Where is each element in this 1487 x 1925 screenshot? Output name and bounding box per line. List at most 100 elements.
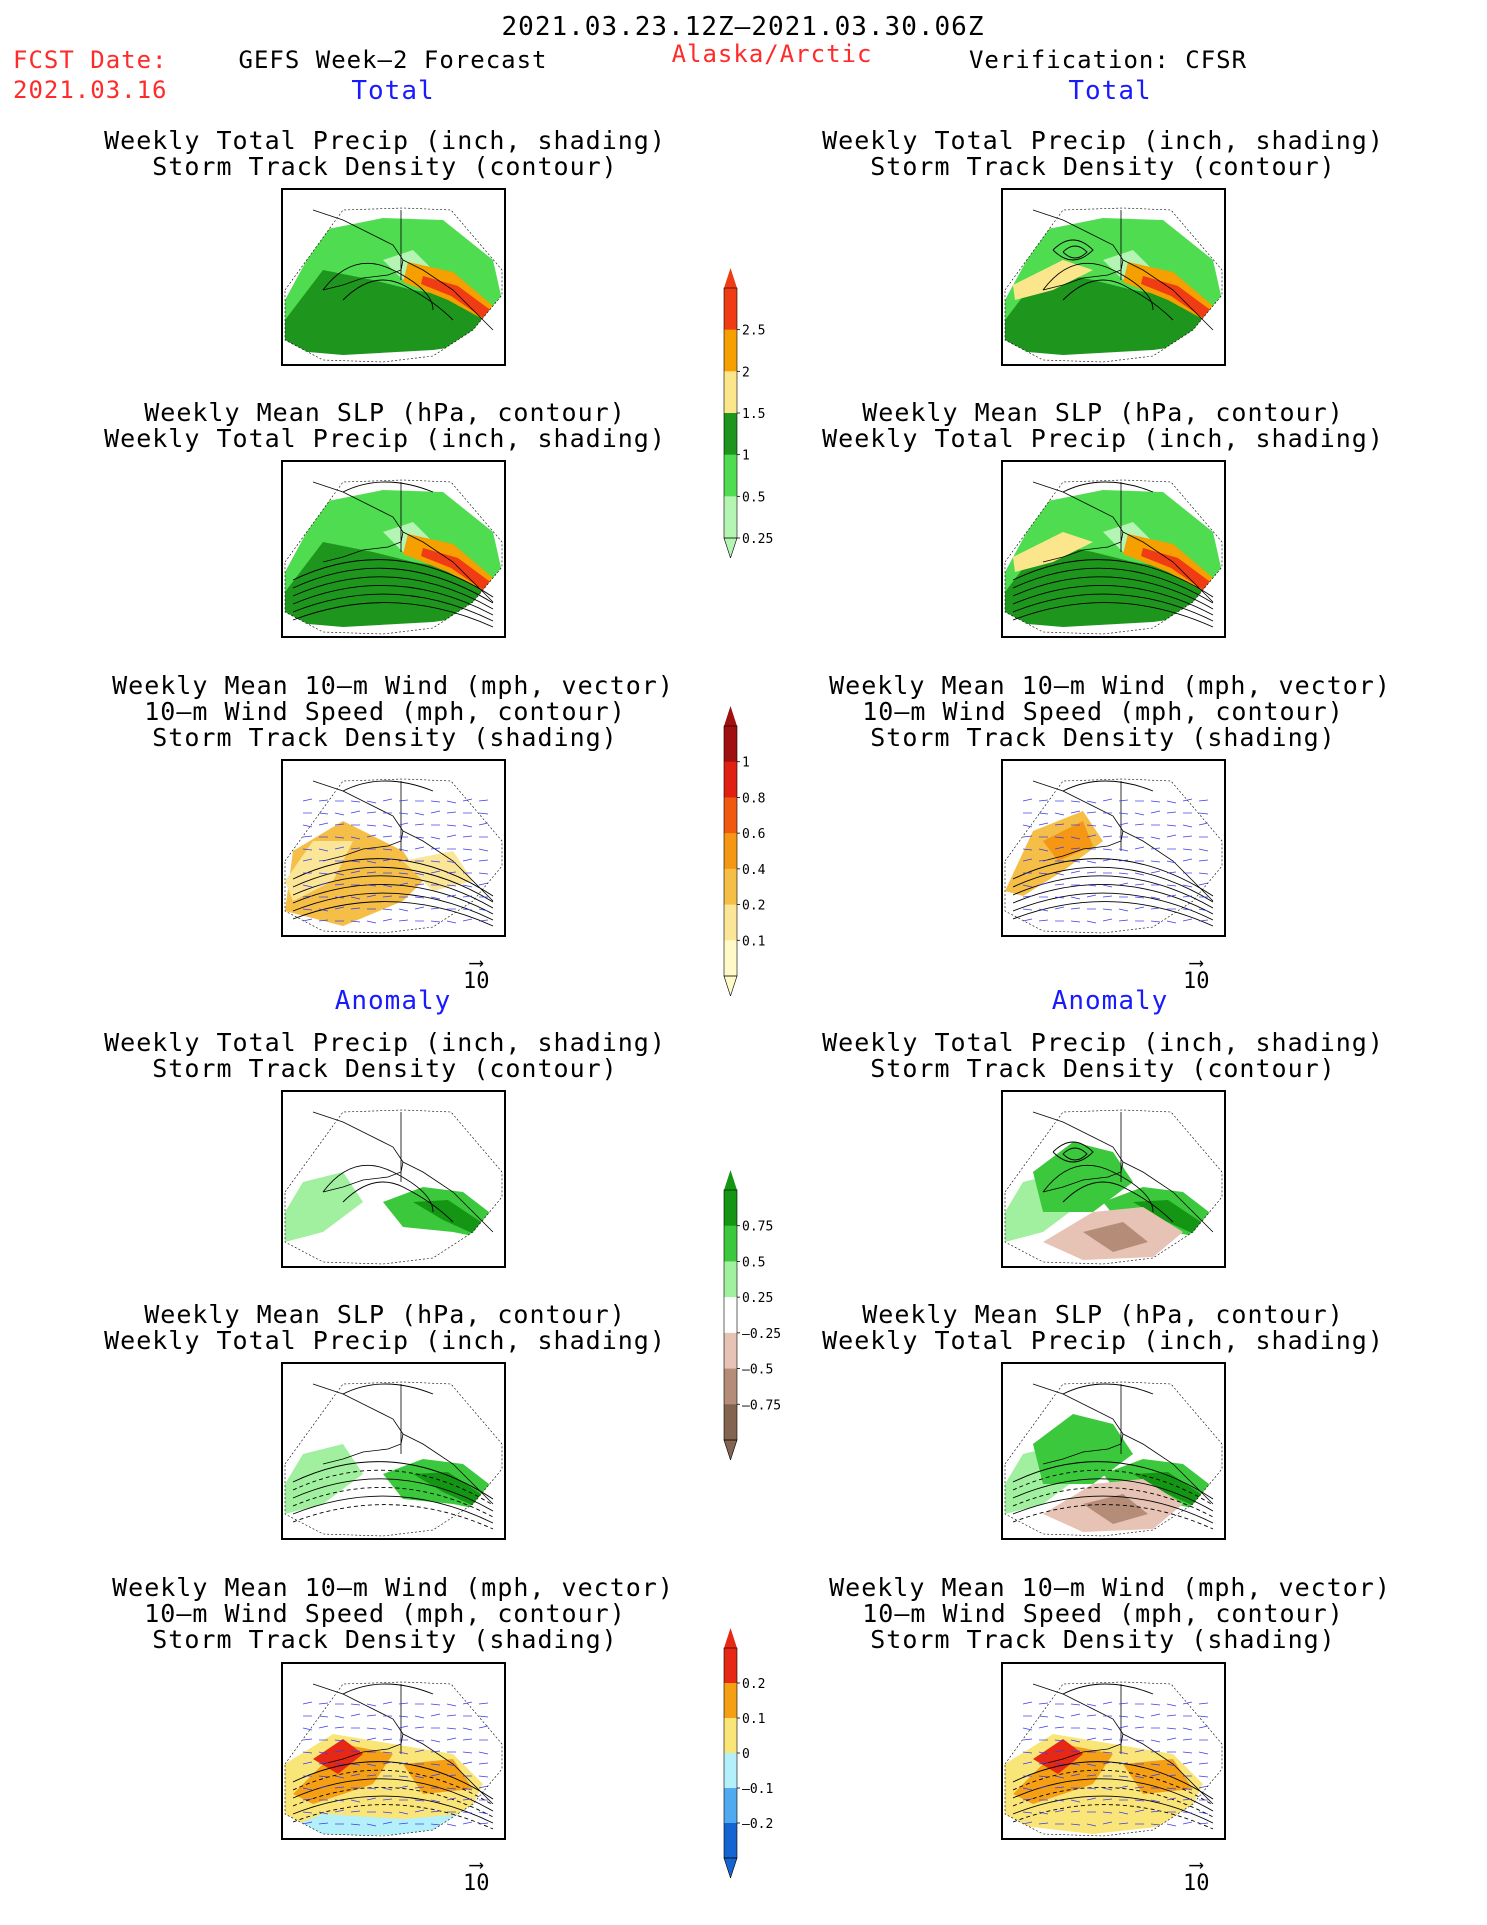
wind-vector — [462, 1761, 473, 1765]
colorbar-tick-label: 0.1 — [742, 1712, 765, 1727]
wind-vector — [1118, 882, 1129, 886]
colorbar-swatch — [724, 833, 737, 870]
wind-vector — [1070, 920, 1081, 923]
wind-vector — [478, 1725, 489, 1729]
wind-vector — [398, 848, 409, 852]
wind-vector — [1070, 896, 1081, 900]
anom-track-4 — [1123, 1759, 1193, 1794]
wind-vector — [1038, 872, 1049, 875]
wind-vector — [398, 882, 409, 886]
wind-vector — [318, 812, 329, 815]
projection-mask — [1003, 761, 1224, 935]
wind-vector — [1182, 1738, 1193, 1741]
colorbar-swatch — [724, 1718, 737, 1754]
ref-vector-fcst-anom: ⟶ 10 — [463, 1854, 490, 1896]
wind-vector — [414, 883, 425, 886]
wind-vector — [1182, 1787, 1193, 1791]
contour-line — [292, 593, 494, 622]
colorbar-swatch — [724, 1823, 737, 1859]
contour-line — [342, 1181, 454, 1223]
colorbar-swatch — [724, 761, 737, 798]
wind-vector — [1198, 908, 1209, 912]
wind-vector — [1102, 1787, 1113, 1791]
title-l5-a: Weekly Mean SLP (hPa, contour) — [144, 1300, 626, 1329]
contour-line — [1012, 559, 1214, 598]
wind-vector — [414, 823, 425, 826]
wind-vector — [350, 1799, 361, 1803]
wind-vector — [350, 847, 361, 850]
wind-vector — [1166, 811, 1177, 814]
precip-shading-dark — [1005, 542, 1222, 627]
wind-vector — [1182, 835, 1193, 838]
wind-vector — [446, 800, 457, 804]
wind-vector — [1182, 1727, 1193, 1731]
track-shading-2 — [1043, 821, 1093, 861]
wind-vector — [1022, 1761, 1033, 1765]
contour-line — [292, 1778, 494, 1812]
wind-vector — [1022, 1727, 1033, 1731]
wind-vector — [1054, 896, 1065, 899]
wind-vector — [462, 835, 473, 838]
wind-vector — [1198, 872, 1209, 875]
wind-vector — [1054, 812, 1065, 816]
wind-vector — [318, 1785, 329, 1789]
wind-vector — [318, 1822, 329, 1825]
wind-vector — [1182, 884, 1193, 888]
wind-vector — [430, 860, 441, 863]
title-l5-b: Weekly Total Precip (inch, shading) — [104, 1326, 666, 1355]
colorbar-tick-label: 0.6 — [742, 827, 765, 842]
map-svg — [283, 1364, 504, 1538]
wind-vector — [1118, 848, 1129, 852]
wind-vector — [334, 883, 345, 886]
contour-line — [1062, 1383, 1154, 1395]
wind-vector — [430, 920, 441, 923]
wind-vector — [430, 896, 441, 900]
wind-vector — [430, 1763, 441, 1766]
wind-vector — [350, 1739, 361, 1743]
projection-outline — [1004, 1381, 1223, 1537]
colorbar-tick-label: 2 — [742, 365, 750, 380]
wind-vector — [1150, 1773, 1161, 1777]
contour-line — [1012, 884, 1214, 915]
wind-vector — [1070, 1773, 1081, 1777]
wind-vector — [462, 884, 473, 888]
colorbar-swatch — [724, 904, 737, 941]
map-svg — [283, 190, 504, 364]
precip-shading-red — [1141, 276, 1213, 318]
wind-vector — [1038, 1785, 1049, 1789]
colorbar-swatch — [724, 1190, 737, 1227]
contour-line — [1062, 1683, 1154, 1695]
anom-shading-pos — [285, 1444, 363, 1514]
wind-vector — [318, 1715, 329, 1718]
projection-outline — [284, 207, 503, 363]
wind-vector — [1054, 1739, 1065, 1742]
wind-vector — [1054, 1799, 1065, 1802]
projection-outline — [1004, 1109, 1223, 1265]
contour-line — [1042, 262, 1154, 311]
wind-vector — [366, 1787, 377, 1790]
wind-vector — [1150, 907, 1161, 910]
wind-vector — [1086, 1737, 1097, 1741]
contour-line — [1012, 585, 1214, 616]
wind-vector — [430, 847, 441, 850]
wind-vector — [1038, 1702, 1049, 1705]
wind-vector — [1102, 1701, 1113, 1705]
wind-vector — [1150, 870, 1161, 874]
wind-vector — [1054, 1726, 1065, 1729]
wind-vector — [1182, 1761, 1193, 1765]
wind-vector — [446, 920, 457, 924]
wind-vector — [1022, 1751, 1033, 1754]
colorbar-tick-label: 0.5 — [742, 490, 765, 505]
wind-vector — [1102, 848, 1113, 851]
wind-vector — [366, 811, 377, 814]
anom-shading-neg2 — [1083, 1222, 1148, 1252]
contour-line — [1012, 567, 1214, 604]
wind-vector — [334, 896, 345, 899]
wind-vector — [1166, 894, 1177, 898]
wind-vector — [430, 1773, 441, 1777]
anom-track-4 — [403, 1759, 473, 1794]
colorbar-tick-label: 0.4 — [742, 863, 766, 878]
map-svg — [1003, 761, 1224, 935]
wind-vector — [334, 812, 345, 816]
projection-mask — [283, 1092, 504, 1266]
